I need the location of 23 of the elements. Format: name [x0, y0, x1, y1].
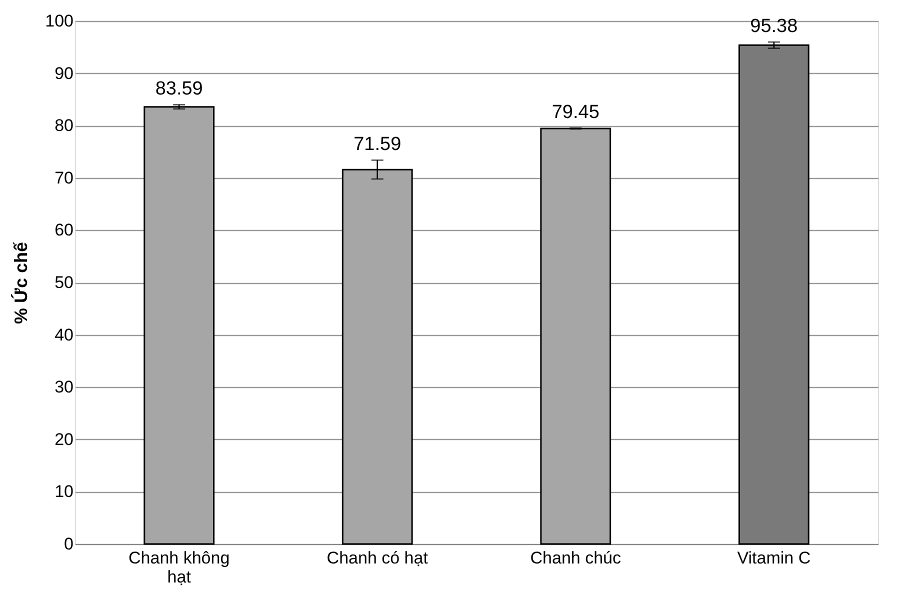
data-label: 95.38: [750, 16, 798, 38]
x-tick-label: Chanh có hạt: [326, 548, 428, 568]
bar: [738, 44, 810, 545]
x-tick-label: Chanh chúc: [530, 548, 622, 568]
x-tick-label: Vitamin C: [737, 548, 811, 568]
y-tick-label: 10: [54, 482, 74, 502]
bar: [540, 128, 612, 545]
y-tick-label: 20: [54, 430, 74, 449]
y-tick-label: 30: [54, 378, 74, 397]
data-label: 83.59: [155, 78, 203, 100]
y-axis-title: % Ức chế: [11, 241, 32, 324]
y-tick-label: 70: [54, 168, 74, 188]
bar: [144, 106, 215, 545]
y-tick-label: 90: [54, 64, 74, 83]
y-tick-label: 0: [64, 534, 74, 554]
data-label: 71.59: [354, 134, 402, 156]
y-tick-label: 60: [54, 220, 74, 240]
data-label: 79.45: [552, 102, 600, 123]
x-tick-label: Chanh không hạt: [128, 548, 230, 586]
y-tick-label: 100: [45, 12, 74, 30]
y-tick-label: 40: [54, 325, 74, 344]
y-tick-label: 80: [54, 116, 74, 136]
y-tick-label: 50: [54, 273, 74, 292]
